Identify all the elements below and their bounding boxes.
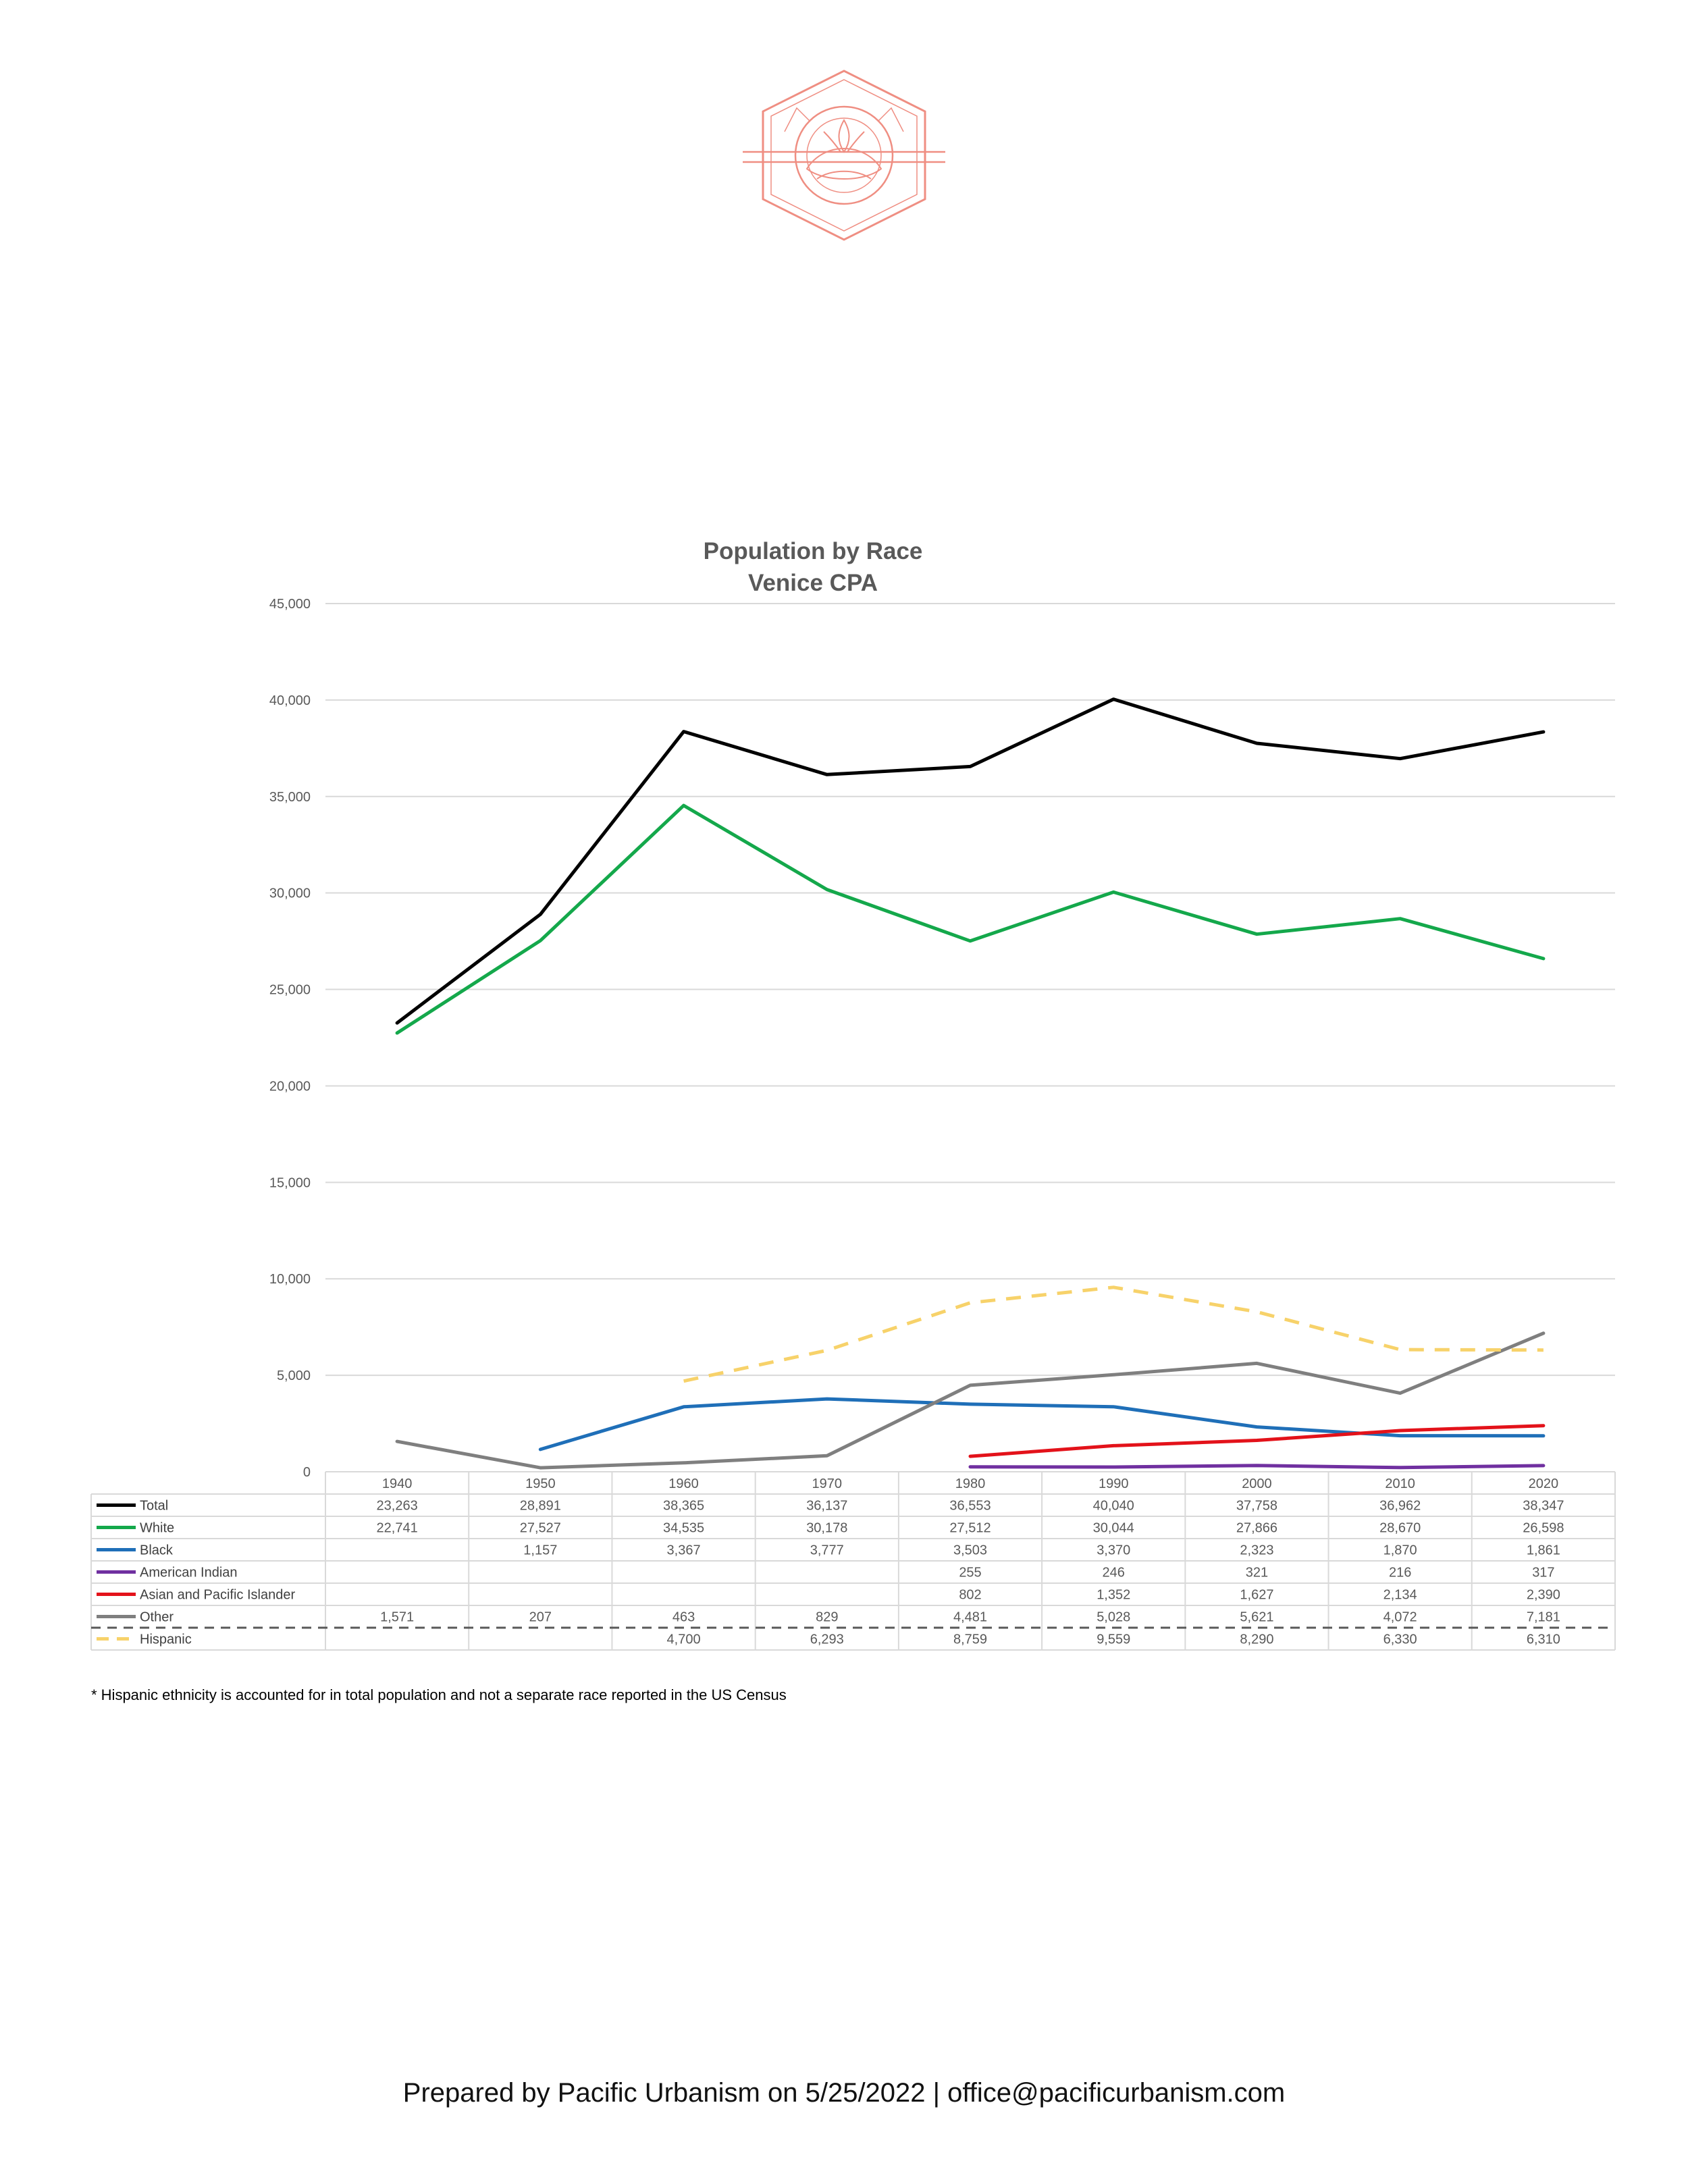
data-label: 463 <box>672 1610 695 1625</box>
y-tick-label: 5,000 <box>277 1368 311 1383</box>
series-line-asian-and-pacific-islander <box>968 1424 1546 1458</box>
series-line-american-indian <box>968 1464 1546 1470</box>
x-tick-label: 1960 <box>668 1476 699 1491</box>
data-label: 36,553 <box>949 1499 991 1514</box>
data-label: 8,759 <box>953 1632 987 1647</box>
y-tick-label: 40,000 <box>269 693 311 708</box>
data-label: 28,670 <box>1379 1521 1421 1536</box>
legend-label: American Indian <box>140 1566 238 1580</box>
data-label: 246 <box>1103 1566 1125 1580</box>
x-tick-label: 2010 <box>1385 1476 1415 1491</box>
data-label: 6,330 <box>1383 1632 1417 1647</box>
hispanic-note: * Hispanic ethnicity is accounted for in… <box>91 1686 787 1703</box>
data-label: 28,891 <box>520 1499 561 1514</box>
data-label: 36,137 <box>806 1499 847 1514</box>
data-label: 6,310 <box>1527 1632 1560 1647</box>
data-label: 3,370 <box>1097 1543 1130 1558</box>
data-label: 30,044 <box>1093 1521 1134 1536</box>
data-label: 321 <box>1246 1566 1268 1580</box>
legend-label: Total <box>140 1499 168 1514</box>
data-label: 5,028 <box>1097 1610 1130 1625</box>
series-line-black <box>538 1397 1546 1451</box>
data-label: 23,263 <box>377 1499 418 1514</box>
data-label: 9,559 <box>1097 1632 1130 1647</box>
data-label: 829 <box>816 1610 838 1625</box>
x-tick-label: 1940 <box>382 1476 413 1491</box>
legend-label: White <box>140 1521 174 1536</box>
data-label: 317 <box>1532 1566 1554 1580</box>
y-tick-label: 20,000 <box>269 1079 311 1094</box>
chart-subtitle: Venice CPA <box>748 570 878 596</box>
x-tick-label: 1980 <box>955 1476 986 1491</box>
data-label: 3,503 <box>953 1543 987 1558</box>
data-label: 1,627 <box>1240 1588 1273 1603</box>
data-label: 26,598 <box>1523 1521 1564 1536</box>
series-line-white <box>395 803 1546 1035</box>
data-label: 1,870 <box>1383 1543 1417 1558</box>
x-tick-label: 2000 <box>1242 1476 1272 1491</box>
series-line-hispanic <box>683 1285 1544 1383</box>
series-lines <box>395 697 1546 1470</box>
y-tick-label: 10,000 <box>269 1272 311 1287</box>
data-label: 6,293 <box>810 1632 844 1647</box>
data-label: 1,571 <box>380 1610 414 1625</box>
data-label: 37,758 <box>1236 1499 1277 1514</box>
data-label: 4,072 <box>1383 1610 1417 1625</box>
data-label: 802 <box>959 1588 981 1603</box>
data-label: 255 <box>959 1566 981 1580</box>
y-tick-label: 15,000 <box>269 1175 311 1190</box>
data-label: 1,157 <box>523 1543 557 1558</box>
data-label: 36,962 <box>1379 1499 1421 1514</box>
footer: Prepared by Pacific Urbanism on 5/25/202… <box>402 2078 1286 2108</box>
data-label: 2,134 <box>1383 1588 1417 1603</box>
y-tick-label: 25,000 <box>269 983 311 998</box>
pacific-urbanism-logo <box>743 70 945 241</box>
data-label: 3,777 <box>810 1543 844 1558</box>
x-tick-label: 1970 <box>812 1476 843 1491</box>
data-label: 2,390 <box>1527 1588 1560 1603</box>
data-label: 27,866 <box>1236 1521 1277 1536</box>
data-label: 38,365 <box>663 1499 704 1514</box>
data-label: 34,535 <box>663 1521 704 1536</box>
y-tick-label: 35,000 <box>269 790 311 805</box>
data-label: 22,741 <box>377 1521 418 1536</box>
chart-title: Population by Race <box>704 538 923 564</box>
data-label: 40,040 <box>1093 1499 1134 1514</box>
data-table: 1940 1950 1960 1970 1980 1990 2000 2010 2020 Tota… <box>90 1471 1616 1651</box>
data-label: 1,861 <box>1527 1543 1560 1558</box>
data-label: 1,352 <box>1097 1588 1130 1603</box>
data-label: 216 <box>1389 1566 1411 1580</box>
data-label: 4,700 <box>667 1632 701 1647</box>
data-label: 7,181 <box>1527 1610 1560 1625</box>
data-label: 38,347 <box>1523 1499 1564 1514</box>
data-label: 27,512 <box>949 1521 991 1536</box>
x-tick-label: 2020 <box>1529 1476 1559 1491</box>
legend-label: Black <box>140 1543 174 1558</box>
data-label: 27,527 <box>520 1521 561 1536</box>
y-axis-labels: 0 5,000 10,000 15,000 20,000 25,000 30,000 35,0… <box>269 597 311 1480</box>
y-tick-label: 30,000 <box>269 886 311 901</box>
data-label: 30,178 <box>806 1521 847 1536</box>
data-label: 3,367 <box>667 1543 701 1558</box>
legend-label: Hispanic <box>140 1632 192 1647</box>
series-line-other <box>395 1331 1546 1470</box>
population-chart: Population by Race Venice CPA 0 5,000 10,0… <box>90 538 1616 1651</box>
y-tick-label: 45,000 <box>269 597 311 612</box>
data-label: 4,481 <box>953 1610 987 1625</box>
grid-lines <box>325 603 1615 1472</box>
x-tick-label: 1950 <box>525 1476 556 1491</box>
data-label: 2,323 <box>1240 1543 1273 1558</box>
legend-label: Asian and Pacific Islander <box>140 1588 295 1603</box>
data-label: 207 <box>529 1610 552 1625</box>
legend-label: Other <box>140 1610 174 1625</box>
data-label: 8,290 <box>1240 1632 1273 1647</box>
x-tick-label: 1990 <box>1099 1476 1129 1491</box>
y-tick-label: 0 <box>303 1465 311 1480</box>
data-label: 5,621 <box>1240 1610 1273 1625</box>
series-line-total <box>395 697 1546 1025</box>
